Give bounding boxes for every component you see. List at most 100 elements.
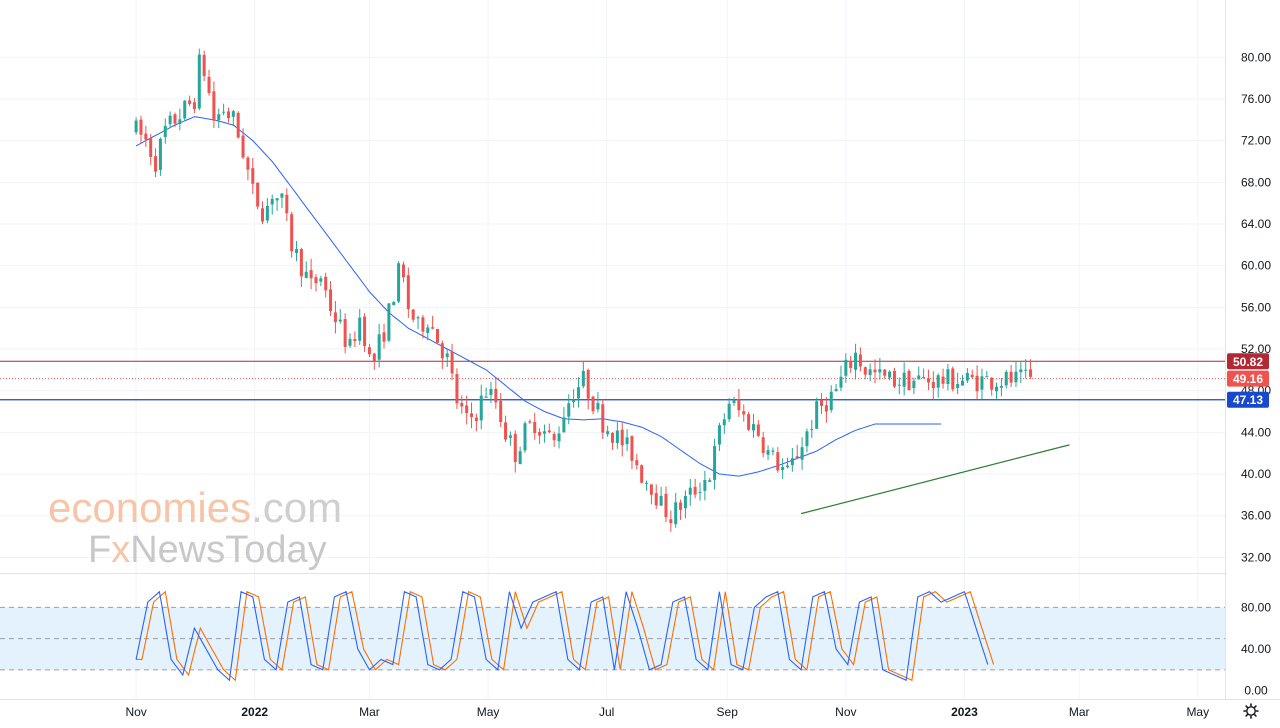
candle	[178, 108, 182, 131]
candle	[756, 419, 760, 438]
candle	[421, 314, 425, 339]
candle	[367, 343, 371, 358]
candle	[372, 352, 376, 370]
candle	[606, 425, 610, 437]
candle	[912, 377, 916, 395]
candle	[708, 477, 712, 483]
candle	[713, 438, 717, 490]
candle	[805, 428, 809, 453]
candle	[251, 158, 255, 195]
osc-tick-label: 0.00	[1244, 684, 1268, 698]
time-tick-label: Mar	[1069, 705, 1090, 719]
candle	[465, 395, 469, 425]
candle	[183, 100, 187, 122]
candle	[494, 378, 498, 409]
candle	[343, 313, 347, 354]
candle	[907, 368, 911, 391]
stoch-d-line	[136, 590, 995, 682]
current-price-tag: 49.16	[1227, 370, 1269, 387]
candle	[688, 478, 692, 506]
time-axis[interactable]: Nov 2022 Mar May Jul Sep Nov 2023 Mar May	[125, 705, 1209, 719]
candle	[280, 193, 284, 208]
candle	[489, 381, 493, 404]
time-tick-label: Nov	[835, 705, 856, 719]
candle	[878, 357, 882, 380]
candle	[581, 361, 585, 389]
candle	[693, 478, 697, 499]
time-tick-label: Mar	[359, 705, 380, 719]
candle	[397, 261, 401, 304]
candle	[649, 484, 653, 505]
candle	[839, 365, 843, 392]
time-tick-label: May	[477, 705, 500, 719]
candle	[776, 447, 780, 473]
candle	[552, 431, 556, 447]
candle	[455, 368, 459, 409]
candle	[523, 421, 527, 453]
candle	[620, 422, 624, 457]
candle	[270, 194, 274, 215]
candle	[698, 482, 702, 501]
candle	[897, 377, 901, 395]
candle	[231, 109, 235, 127]
candle	[348, 333, 352, 348]
candle	[236, 111, 240, 139]
price-tick-label: 44.00	[1241, 425, 1271, 439]
candle	[615, 422, 619, 449]
candle	[1004, 369, 1008, 389]
candle	[285, 188, 289, 222]
candle	[470, 402, 474, 429]
candle	[956, 372, 960, 395]
oscillator-axis[interactable]: 80.00 40.00 0.00	[1241, 600, 1271, 697]
candle	[173, 112, 177, 128]
candle	[995, 382, 999, 399]
candle	[888, 370, 892, 381]
candle	[1014, 361, 1018, 387]
candle	[547, 423, 551, 434]
candle	[338, 309, 342, 324]
candle	[659, 486, 663, 506]
candle	[572, 389, 576, 408]
price-tick-label: 36.00	[1241, 509, 1271, 523]
candle	[815, 397, 819, 430]
candle	[533, 412, 537, 440]
candle	[212, 81, 216, 129]
candle	[630, 435, 634, 470]
candle	[883, 369, 887, 379]
candle	[431, 315, 435, 330]
candle	[902, 362, 906, 396]
candle	[790, 447, 794, 472]
time-tick-label: Sep	[717, 705, 739, 719]
trendline[interactable]	[800, 444, 1070, 515]
candle	[163, 118, 167, 144]
support-price-tag: 47.13	[1227, 391, 1269, 408]
settings-gear-icon[interactable]	[1243, 703, 1259, 719]
candle	[781, 458, 785, 479]
candle	[669, 510, 673, 532]
candle	[601, 398, 605, 440]
candle	[416, 315, 420, 329]
price-axis[interactable]: 80.00 76.00 72.00 68.00 64.00 60.00 56.00 52.00…	[1241, 50, 1271, 564]
candle	[499, 392, 503, 427]
price-tick-label: 40.00	[1241, 467, 1271, 481]
price-tick-label: 76.00	[1241, 92, 1271, 106]
ma-line	[135, 116, 942, 477]
candle	[975, 365, 979, 400]
candle	[990, 377, 994, 396]
candle	[722, 413, 726, 434]
candle	[168, 111, 172, 129]
time-tick-label: Jul	[599, 705, 614, 719]
candle	[926, 369, 930, 391]
candle	[941, 368, 945, 389]
price-tick-label: 64.00	[1241, 217, 1271, 231]
candle	[785, 457, 790, 469]
price-tick-label: 56.00	[1241, 300, 1271, 314]
stochastic-pane	[0, 590, 1225, 682]
candle	[392, 301, 396, 306]
candle	[727, 398, 731, 423]
svg-text:49.16: 49.16	[1233, 372, 1263, 386]
svg-text:50.82: 50.82	[1233, 355, 1263, 369]
moving-average	[135, 116, 942, 477]
